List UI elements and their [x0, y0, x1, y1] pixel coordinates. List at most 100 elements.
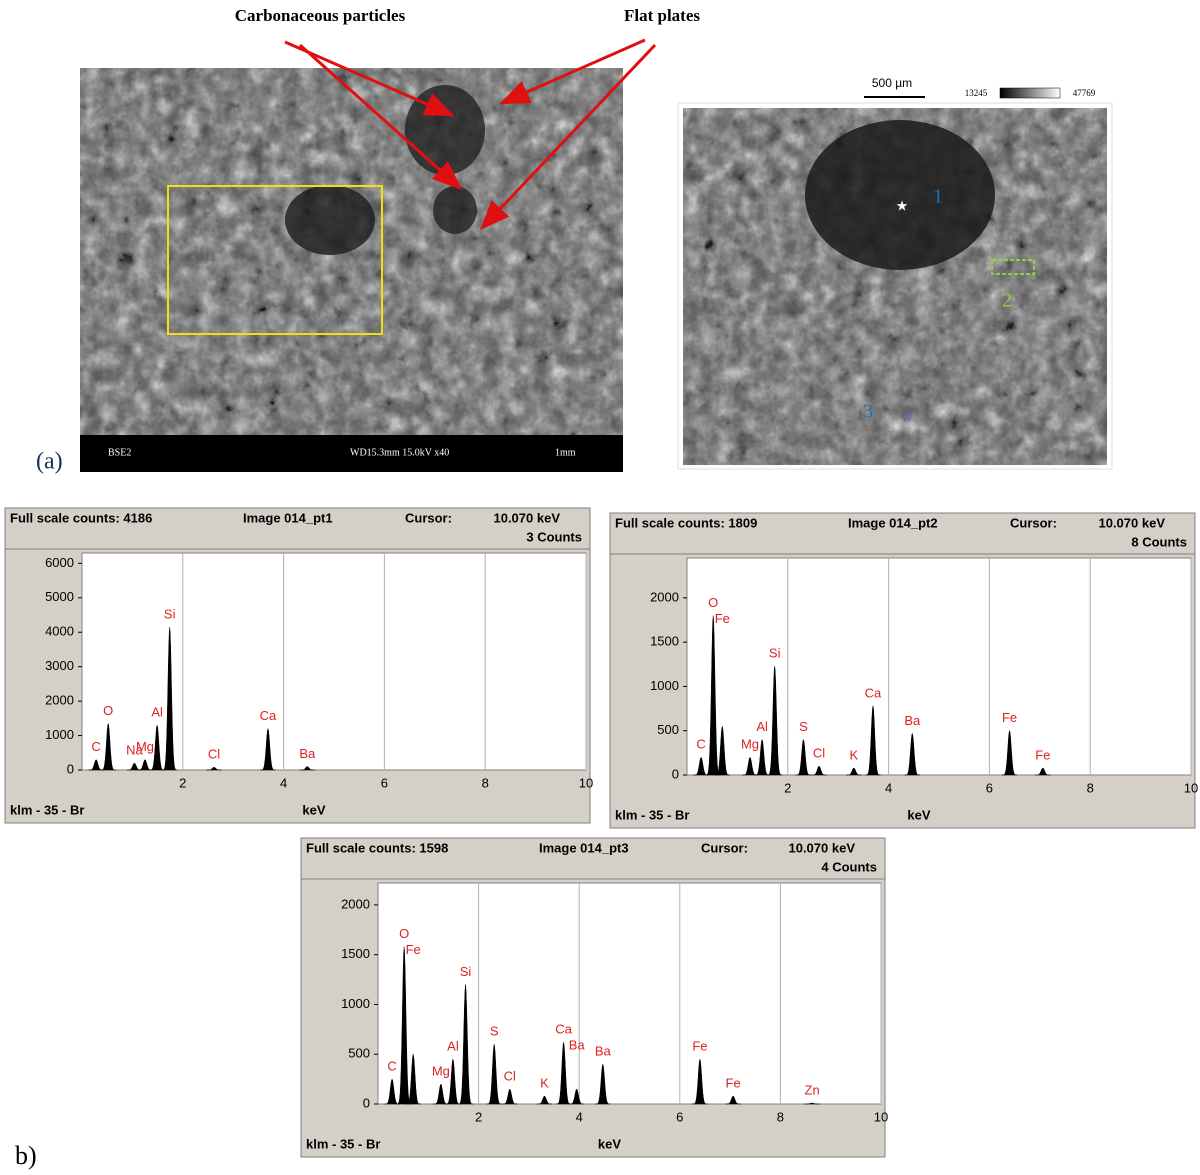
footer: klm - 35 - Br	[10, 802, 84, 817]
peak	[904, 732, 920, 776]
image-name: Image 014_pt3	[539, 840, 629, 855]
x-tick-label: 8	[1087, 780, 1094, 795]
element-label: K	[540, 1075, 549, 1090]
element-label: Si	[769, 645, 781, 660]
star: ☆	[901, 409, 914, 425]
y-tick-label: 5000	[45, 589, 74, 604]
point-label: 1	[933, 186, 943, 208]
y-tick-label: 1000	[341, 996, 370, 1011]
plot-area	[81, 552, 587, 771]
sem-params: WD15.3mm 15.0kV x40	[350, 447, 449, 458]
peak	[766, 666, 783, 776]
x-tick-label: 10	[1184, 780, 1198, 795]
element-label: O	[399, 926, 409, 941]
element-label: Ba	[569, 1038, 586, 1053]
cursor-label: Cursor:	[405, 510, 452, 525]
peak	[865, 705, 881, 776]
peak	[595, 1063, 611, 1105]
element-label: S	[799, 719, 808, 734]
selection-box	[167, 185, 383, 335]
footer: klm - 35 - Br	[615, 807, 689, 822]
element-label: Ba	[904, 713, 921, 728]
peak	[206, 766, 222, 771]
arrow	[299, 43, 463, 190]
x-tick-label: 4	[576, 1109, 583, 1124]
arrow	[479, 43, 657, 231]
peak	[569, 1088, 585, 1105]
element-label: Fe	[692, 1039, 707, 1054]
x-tick-label: 2	[475, 1109, 482, 1124]
peak	[161, 627, 178, 771]
peak	[405, 1054, 422, 1105]
element-label: C	[387, 1059, 396, 1074]
peak	[100, 722, 116, 771]
element-label: Fe	[715, 611, 730, 626]
x-axis-label: keV	[598, 1136, 621, 1151]
sem-scale: 1mm	[555, 447, 576, 458]
element-label: S	[490, 1024, 499, 1039]
peak	[725, 1095, 741, 1105]
peak	[299, 766, 315, 771]
element-label: Ca	[555, 1022, 572, 1037]
x-axis-label: keV	[302, 802, 325, 817]
element-label: Ca	[260, 708, 277, 723]
y-tick-label: 1500	[650, 634, 679, 649]
y-tick-label: 3000	[45, 658, 74, 673]
cursor-value: 10.070 keV	[788, 840, 855, 855]
footer: klm - 35 - Br	[306, 1136, 380, 1151]
peak	[1001, 729, 1018, 776]
peak	[811, 765, 827, 776]
scale-bar-label: 500 µm	[872, 76, 912, 90]
peak	[804, 1102, 820, 1105]
y-tick-label: 1500	[341, 946, 370, 961]
element-label: Ba	[595, 1044, 612, 1059]
element-label: Cl	[208, 747, 220, 762]
y-tick-label: 2000	[45, 693, 74, 708]
element-label: Al	[756, 719, 768, 734]
cursor-value: 10.070 keV	[493, 510, 560, 525]
element-label: Ba	[299, 746, 316, 761]
x-tick-label: 4	[885, 780, 892, 795]
area-marker	[991, 259, 1035, 275]
full-scale-counts: Full scale counts: 4186	[10, 510, 152, 525]
y-tick-label: 500	[657, 722, 679, 737]
peak	[1035, 767, 1051, 776]
peak	[260, 727, 276, 771]
y-tick-label: 1000	[45, 727, 74, 742]
element-label: C	[91, 739, 100, 754]
element-label: Mg	[741, 737, 759, 752]
cursor-counts: 4 Counts	[821, 859, 877, 874]
full-scale-counts: Full scale counts: 1809	[615, 515, 757, 530]
peak	[846, 767, 862, 776]
peak	[536, 1095, 553, 1105]
color-scale	[999, 87, 1061, 99]
peak	[692, 1058, 708, 1105]
cursor-value: 10.070 keV	[1098, 515, 1165, 530]
sem-detector: BSE2	[108, 447, 131, 458]
image-name: Image 014_pt2	[848, 515, 938, 530]
element-label: Fe	[1002, 710, 1017, 725]
cursor-counts: 3 Counts	[526, 529, 582, 544]
point-label: 2	[1002, 290, 1012, 312]
y-tick-label: 2000	[341, 896, 370, 911]
cursor-label: Cursor:	[1010, 515, 1057, 530]
arrows	[284, 38, 657, 231]
peak	[502, 1088, 518, 1105]
element-label: Fe	[726, 1075, 741, 1090]
peak	[457, 984, 474, 1105]
plot-area	[686, 557, 1192, 776]
y-tick-label: 0	[672, 766, 679, 781]
x-tick-label: 10	[579, 775, 593, 790]
particle	[285, 185, 375, 255]
arrow	[499, 38, 646, 105]
y-tick-label: 0	[363, 1095, 370, 1110]
x-tick-label: 4	[280, 775, 287, 790]
element-label: Ca	[865, 685, 882, 700]
element-label: O	[103, 703, 113, 718]
arrow	[284, 40, 455, 117]
image-name: Image 014_pt1	[243, 510, 333, 525]
peak	[795, 738, 811, 776]
element-label: Cl	[504, 1069, 516, 1084]
element-label: O	[708, 595, 718, 610]
